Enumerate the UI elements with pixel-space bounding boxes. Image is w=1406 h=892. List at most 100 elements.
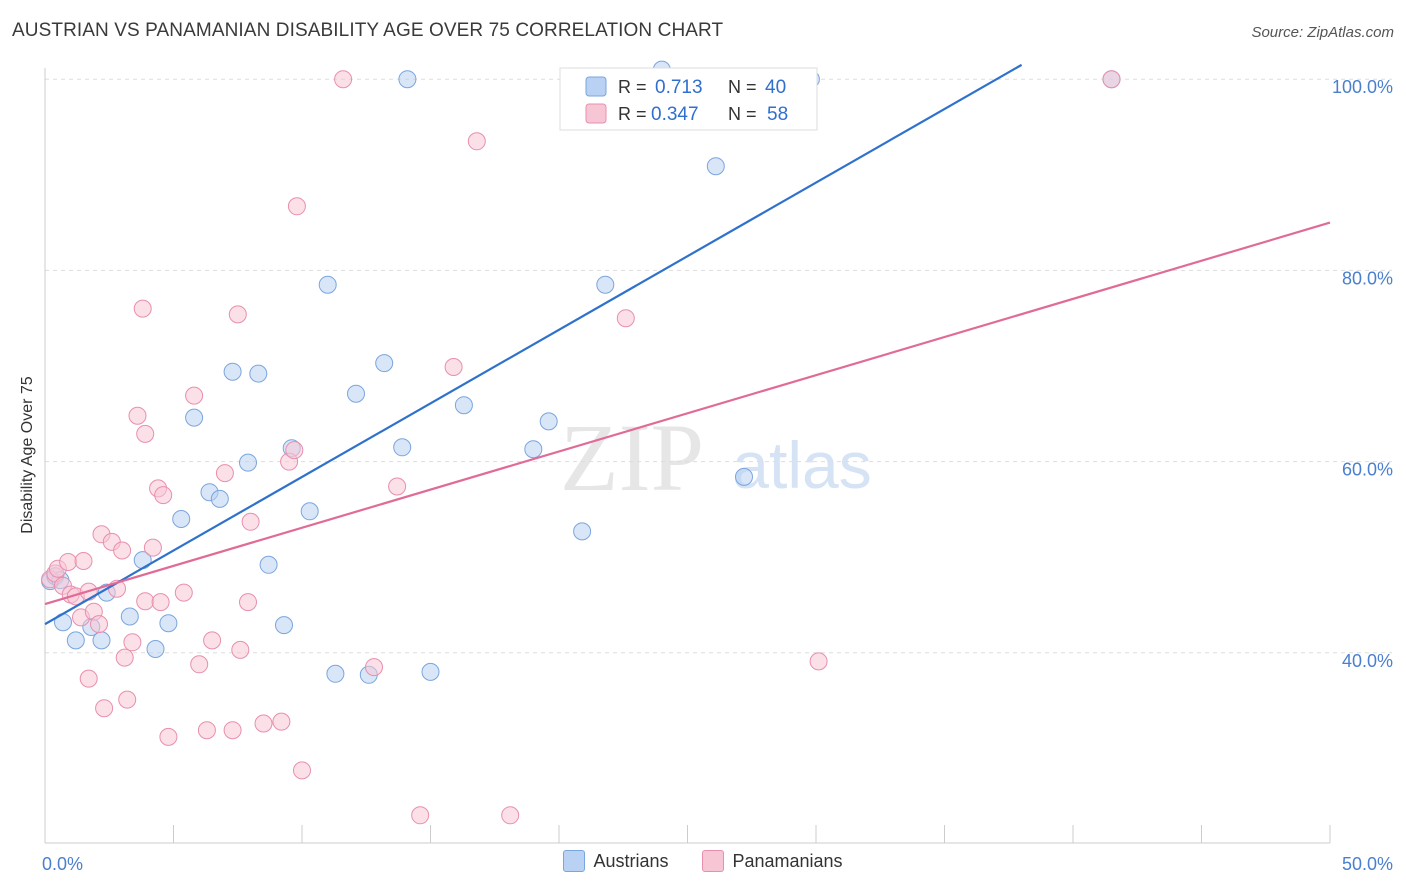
point-panamanians bbox=[190, 655, 209, 674]
source-label: Source: ZipAtlas.com bbox=[1251, 24, 1394, 41]
point-austrians bbox=[275, 616, 293, 635]
point-panamanians bbox=[285, 441, 304, 460]
point-austrians bbox=[398, 70, 417, 89]
x-tick-label: 50.0% bbox=[1342, 854, 1393, 874]
legend-item-austrians[interactable]: Austrians bbox=[563, 850, 668, 872]
point-panamanians bbox=[501, 806, 520, 825]
watermark: ZIP atlas bbox=[560, 404, 872, 511]
point-panamanians bbox=[444, 358, 463, 376]
point-austrians bbox=[596, 275, 615, 294]
point-panamanians bbox=[159, 727, 178, 746]
point-panamanians bbox=[272, 712, 291, 731]
point-austrians bbox=[706, 157, 725, 176]
legend-swatch-panamanians-bottom bbox=[702, 850, 725, 872]
point-panamanians bbox=[231, 640, 250, 659]
point-austrians bbox=[524, 440, 543, 459]
chart-title: AUSTRIAN VS PANAMANIAN DISABILITY AGE OV… bbox=[12, 20, 724, 41]
point-panamanians bbox=[197, 721, 216, 740]
point-panamanians bbox=[203, 631, 222, 650]
legend-r-value-panamanians: 0.347 bbox=[651, 104, 699, 125]
point-austrians bbox=[239, 453, 257, 472]
legend-r-label-austrians: R = bbox=[618, 77, 647, 97]
point-panamanians bbox=[215, 464, 234, 483]
point-austrians bbox=[259, 555, 278, 574]
point-austrians bbox=[393, 438, 412, 457]
y-tick-label: 40.0% bbox=[1342, 651, 1393, 671]
point-panamanians bbox=[334, 70, 353, 89]
point-panamanians bbox=[241, 512, 260, 531]
point-austrians bbox=[300, 502, 319, 521]
legend-item-panamanians[interactable]: Panamanians bbox=[702, 850, 843, 872]
point-austrians bbox=[318, 275, 337, 294]
point-panamanians bbox=[118, 690, 137, 709]
point-panamanians bbox=[174, 583, 193, 602]
point-panamanians bbox=[128, 406, 147, 425]
point-austrians bbox=[326, 664, 345, 683]
legend-n-label-austrians: N = bbox=[728, 77, 757, 97]
point-austrians bbox=[66, 631, 85, 650]
point-panamanians bbox=[287, 197, 306, 216]
point-panamanians bbox=[254, 714, 273, 733]
point-austrians bbox=[92, 631, 111, 650]
point-panamanians bbox=[136, 592, 155, 611]
legend-n-value-panamanians: 58 bbox=[767, 104, 788, 125]
legend-label-austrians: Austrians bbox=[593, 850, 669, 871]
tick-labels: 40.0% 60.0% 80.0% 100.0% 0.0% 50.0% bbox=[42, 77, 1393, 874]
trend-line-panamanians bbox=[44, 221, 1331, 606]
point-austrians bbox=[120, 607, 139, 626]
legend-label-panamanians: Panamanians bbox=[732, 850, 843, 871]
legend-swatch-austrians bbox=[585, 76, 607, 97]
legend-r-label-panamanians: R = bbox=[618, 104, 647, 124]
y-tick-label: 80.0% bbox=[1342, 268, 1393, 288]
point-panamanians bbox=[228, 305, 247, 324]
point-panamanians bbox=[95, 699, 114, 718]
point-panamanians bbox=[74, 552, 93, 570]
point-panamanians bbox=[136, 424, 155, 443]
point-austrians bbox=[159, 614, 178, 633]
point-austrians bbox=[539, 412, 558, 431]
trend-line-austrians bbox=[44, 63, 1023, 626]
trend-lines bbox=[44, 63, 1331, 626]
point-panamanians bbox=[113, 541, 132, 560]
point-panamanians bbox=[79, 669, 98, 688]
point-panamanians bbox=[185, 386, 204, 405]
point-panamanians bbox=[223, 721, 242, 740]
watermark-atlas: atlas bbox=[732, 428, 871, 502]
x-tick-label: 0.0% bbox=[42, 854, 83, 874]
point-panamanians bbox=[1102, 70, 1121, 89]
legend-swatch-panamanians bbox=[585, 103, 607, 124]
point-austrians bbox=[454, 396, 473, 415]
point-panamanians bbox=[90, 615, 108, 634]
point-austrians bbox=[347, 384, 365, 403]
legend-n-value-austrians: 40 bbox=[765, 77, 786, 98]
point-panamanians bbox=[411, 806, 430, 825]
point-panamanians bbox=[388, 477, 407, 496]
point-austrians bbox=[573, 522, 592, 541]
point-austrians bbox=[735, 467, 753, 486]
point-panamanians bbox=[154, 486, 173, 505]
point-panamanians bbox=[239, 593, 257, 612]
point-austrians bbox=[375, 354, 394, 373]
point-panamanians bbox=[123, 633, 142, 652]
point-austrians bbox=[172, 510, 191, 528]
point-panamanians bbox=[133, 299, 152, 318]
series-legend: Austrians Panamanians bbox=[0, 850, 1406, 872]
point-panamanians bbox=[115, 648, 134, 667]
point-austrians bbox=[249, 364, 268, 383]
point-panamanians bbox=[151, 593, 170, 612]
point-panamanians bbox=[365, 658, 383, 677]
point-austrians bbox=[223, 362, 242, 381]
legend-swatch-austrians-bottom bbox=[563, 850, 586, 872]
point-panamanians bbox=[467, 132, 486, 151]
point-austrians bbox=[185, 408, 204, 427]
legend-r-value-austrians: 0.713 bbox=[655, 77, 703, 98]
point-austrians bbox=[421, 662, 440, 681]
point-panamanians bbox=[143, 538, 162, 557]
point-austrians bbox=[210, 489, 229, 508]
legend-n-label-panamanians: N = bbox=[728, 104, 757, 124]
point-panamanians bbox=[293, 761, 311, 780]
watermark-zip: ZIP bbox=[560, 404, 704, 511]
stats-legend: R = 0.713 N = 40 R = 0.347 N = 58 bbox=[559, 67, 818, 131]
y-tick-label: 100.0% bbox=[1332, 77, 1393, 97]
